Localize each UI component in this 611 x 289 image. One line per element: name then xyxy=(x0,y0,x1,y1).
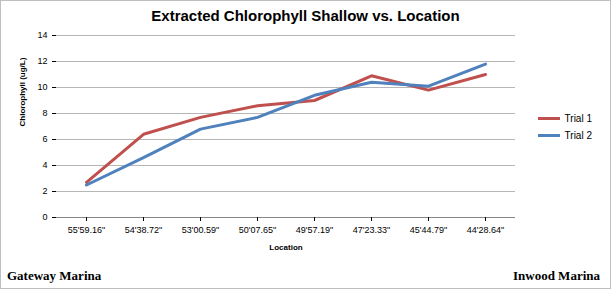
svg-text:Location: Location xyxy=(269,243,302,252)
html-text:Trial 2: Trial 2 xyxy=(564,130,592,141)
svg-text:0: 0 xyxy=(42,212,47,222)
svg-text:47'23.33": 47'23.33" xyxy=(353,225,390,235)
svg-text:2: 2 xyxy=(42,186,47,196)
html-text:Extracted Chlorophyll Shallow: Extracted Chlorophyll Shallow vs. Locati… xyxy=(151,7,460,24)
svg-text:44'28.64": 44'28.64" xyxy=(467,225,504,235)
svg-text:49'57.19": 49'57.19" xyxy=(296,225,333,235)
html-text:Inwood Marina: Inwood Marina xyxy=(513,268,600,283)
svg-text:Chlorophyll (ug/L): Chlorophyll (ug/L) xyxy=(18,57,27,126)
svg-text:14: 14 xyxy=(37,30,47,40)
svg-text:50'07.65": 50'07.65" xyxy=(239,225,276,235)
svg-text:55'59.16": 55'59.16" xyxy=(68,225,105,235)
svg-text:8: 8 xyxy=(42,108,47,118)
html-text:Gateway Marina: Gateway Marina xyxy=(7,268,102,283)
svg-text:12: 12 xyxy=(37,56,47,66)
svg-text:6: 6 xyxy=(42,134,47,144)
svg-text:45'44.79": 45'44.79" xyxy=(410,225,447,235)
svg-text:4: 4 xyxy=(42,160,47,170)
html-text:Trial 1: Trial 1 xyxy=(564,113,592,124)
svg-text:10: 10 xyxy=(37,82,47,92)
svg-text:54'38.72": 54'38.72" xyxy=(125,225,162,235)
svg-text:53'00.59": 53'00.59" xyxy=(182,225,219,235)
